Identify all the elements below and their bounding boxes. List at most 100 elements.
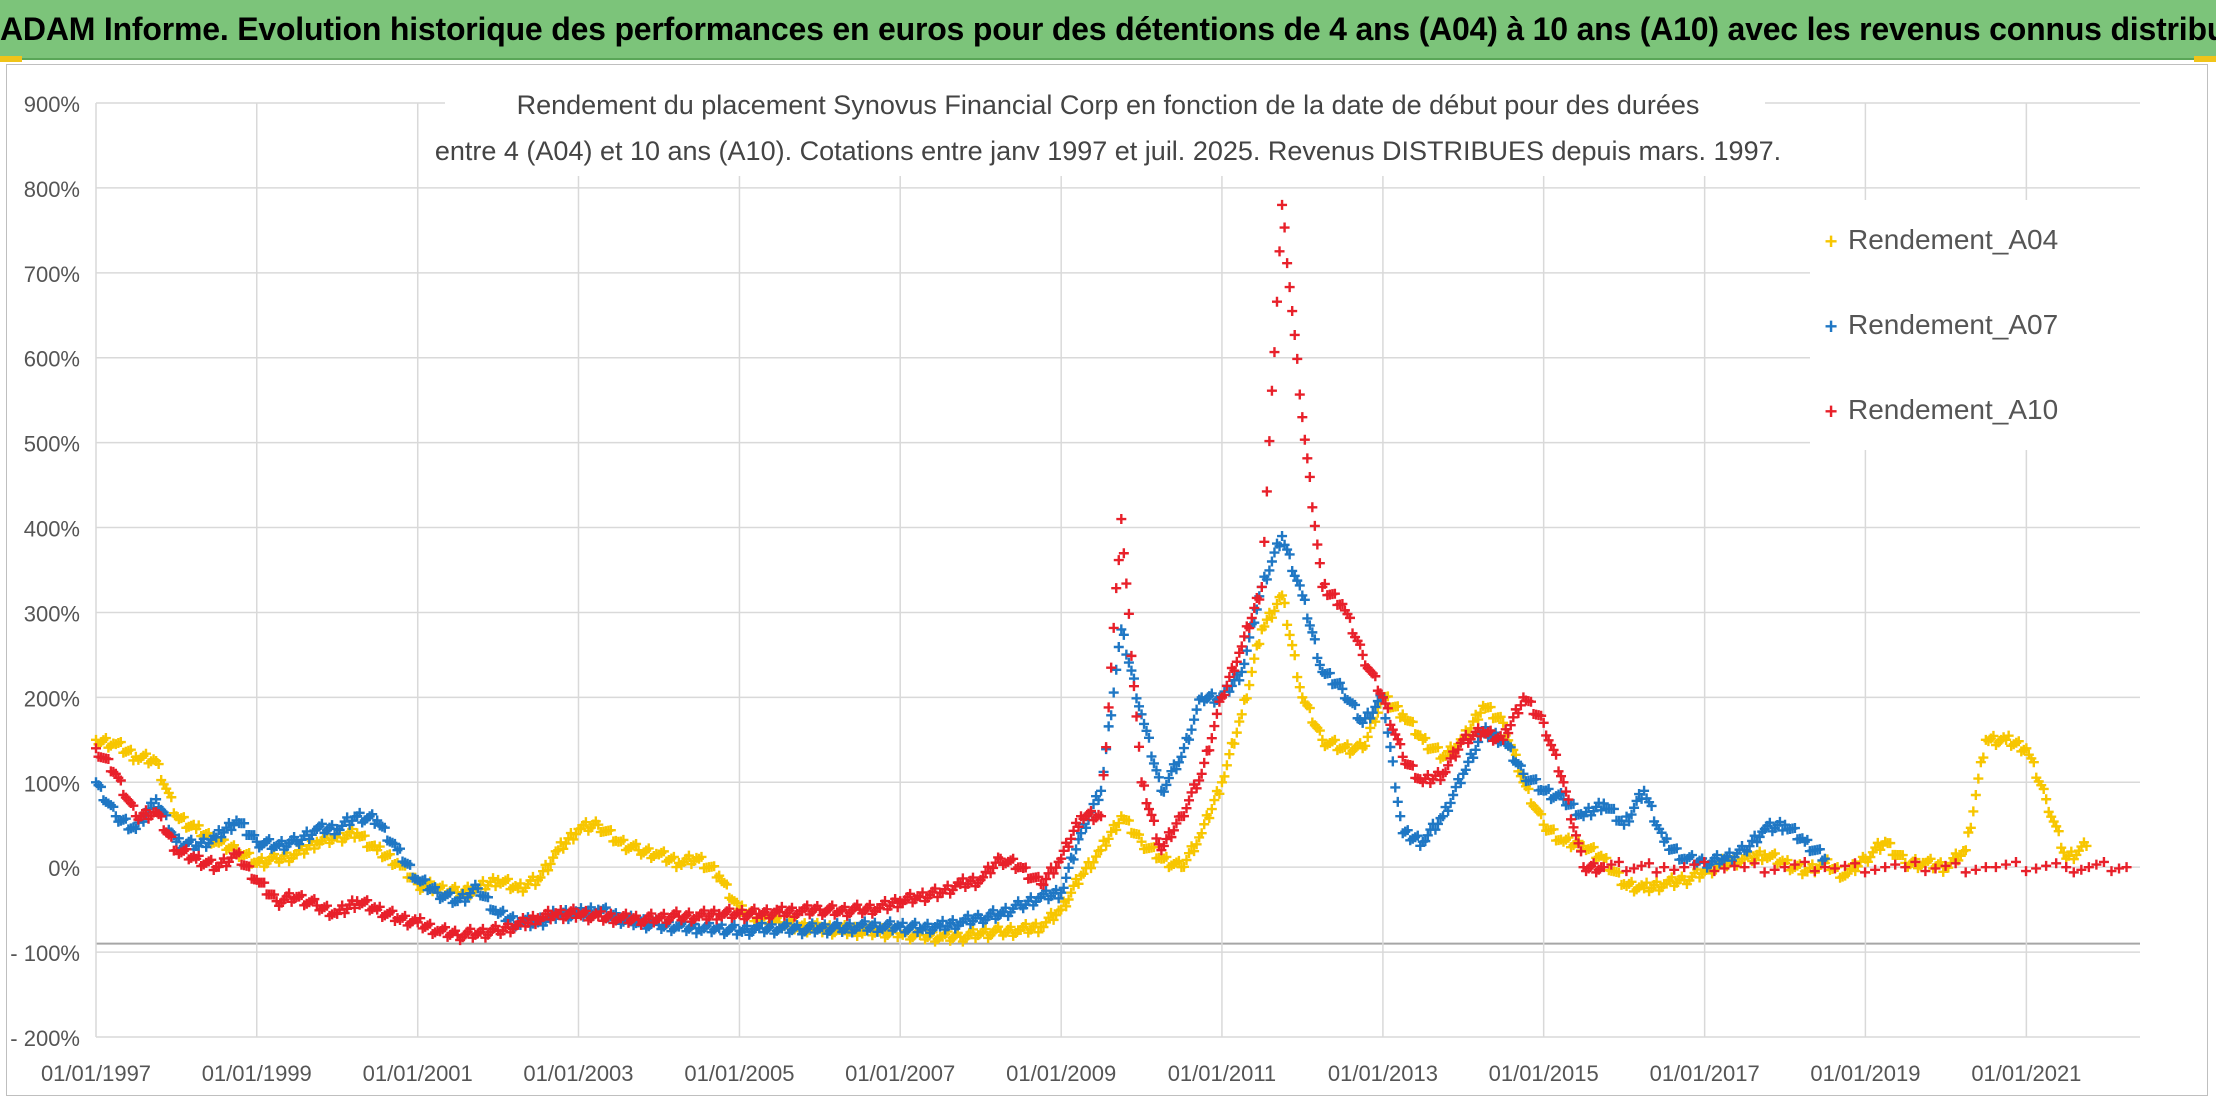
data-point-fill <box>120 813 131 824</box>
data-point-fill <box>1219 771 1230 782</box>
data-point-fill <box>1274 246 1285 257</box>
data-point-fill <box>1131 711 1142 722</box>
data-point-fill <box>967 924 978 935</box>
data-point-fill <box>181 844 192 855</box>
data-point-fill <box>1450 782 1461 793</box>
data-point-fill <box>1661 833 1672 844</box>
data-point-fill <box>1759 867 1770 878</box>
data-point-fill <box>1231 656 1242 667</box>
data-point-fill <box>309 843 320 854</box>
data-point-fill <box>988 862 999 873</box>
data-point <box>1337 598 1348 609</box>
data-point-fill <box>1432 742 1443 753</box>
data-point-fill <box>1108 687 1119 698</box>
data-point <box>1900 862 1911 873</box>
data-point-fill <box>1430 824 1441 835</box>
data-point-fill <box>1314 558 1325 569</box>
data-point-fill <box>1269 547 1280 558</box>
data-point-fill <box>1214 788 1225 799</box>
data-point-fill <box>1624 816 1635 827</box>
data-point-fill <box>869 917 880 928</box>
banner-title: ADAM Informe. Evolution historique des p… <box>0 11 2216 47</box>
data-point-fill <box>1294 580 1305 591</box>
title-banner: ADAM Informe. Evolution historique des p… <box>0 0 2216 60</box>
data-point-fill <box>1629 802 1640 813</box>
data-point-fill <box>1141 798 1152 809</box>
data-point-fill <box>580 817 591 828</box>
data-point-fill <box>1184 734 1195 745</box>
x-tick-label: 01/01/2013 <box>1328 1061 1438 1086</box>
data-point-fill <box>1189 846 1200 857</box>
x-tick-label: 01/01/2005 <box>684 1061 794 1086</box>
data-point-fill <box>234 847 245 858</box>
data-point-fill <box>1259 536 1270 547</box>
data-point <box>130 823 141 834</box>
data-point-fill <box>362 895 373 906</box>
data-point-fill <box>766 919 777 930</box>
data-point <box>1277 531 1288 542</box>
data-point-fill <box>1284 629 1295 640</box>
data-point-fill <box>1641 877 1652 888</box>
x-tick-label: 01/01/2017 <box>1650 1061 1760 1086</box>
data-point-fill <box>1161 834 1172 845</box>
data-point-fill <box>1448 790 1459 801</box>
data-point-fill <box>605 825 616 836</box>
data-point-fill <box>166 831 177 842</box>
data-point-fill <box>1101 742 1112 753</box>
data-point-fill <box>1513 708 1524 719</box>
data-point-fill <box>1749 858 1760 869</box>
data-point-fill <box>1588 858 1599 869</box>
data-point-fill <box>1566 814 1576 825</box>
data-point-fill <box>1134 741 1145 752</box>
data-point-fill <box>1241 693 1252 704</box>
data-point <box>1256 581 1267 592</box>
data-point-fill <box>1754 831 1765 842</box>
data-point-fill <box>600 902 611 913</box>
data-point-fill <box>890 893 901 904</box>
data-point-fill <box>140 748 151 759</box>
data-point-fill <box>1259 621 1270 632</box>
data-point-fill <box>917 887 928 898</box>
y-tick-label: 0% <box>48 856 80 881</box>
data-point-fill <box>1978 752 1989 763</box>
data-point-fill <box>1229 738 1240 749</box>
data-point-fill <box>781 918 792 929</box>
data-point-fill <box>1503 728 1514 739</box>
data-point-fill <box>1304 620 1315 631</box>
data-point <box>1960 845 1971 856</box>
data-point-fill <box>1289 329 1300 340</box>
data-point-fill <box>1241 645 1252 656</box>
data-point-fill <box>832 918 843 929</box>
data-point-fill <box>1139 718 1150 729</box>
data-point-fill <box>1460 764 1471 775</box>
data-point-fill <box>440 922 451 933</box>
data-point-fill <box>1063 841 1074 852</box>
data-point-fill <box>1764 817 1775 828</box>
data-point-fill <box>1613 867 1624 878</box>
data-point-fill <box>1440 767 1451 778</box>
data-point-fill <box>1224 749 1235 760</box>
data-point-fill <box>535 872 546 883</box>
data-point-fill <box>1880 862 1891 873</box>
data-point-fill <box>100 733 111 744</box>
data-point-fill <box>1123 657 1134 668</box>
data-point-fill <box>1626 809 1637 820</box>
data-point-fill <box>1925 853 1936 864</box>
data-point-fill <box>543 905 554 916</box>
data-point-fill <box>1988 730 1999 741</box>
data-point-fill <box>166 792 177 803</box>
data-point-fill <box>1063 862 1074 873</box>
data-point-fill <box>1395 739 1406 750</box>
data-point-fill <box>1365 713 1376 724</box>
legend-marker-a07: + <box>1824 314 1838 339</box>
data-point-fill <box>1148 758 1159 769</box>
data-point <box>472 883 483 894</box>
data-point-fill <box>1189 714 1200 725</box>
data-point-fill <box>1809 866 1820 877</box>
x-tick-label: 01/01/2015 <box>1489 1061 1599 1086</box>
data-point <box>2121 862 2132 873</box>
data-point <box>714 870 725 881</box>
data-point-fill <box>359 830 370 841</box>
data-point-fill <box>1086 863 1097 874</box>
data-point-fill <box>490 881 501 892</box>
